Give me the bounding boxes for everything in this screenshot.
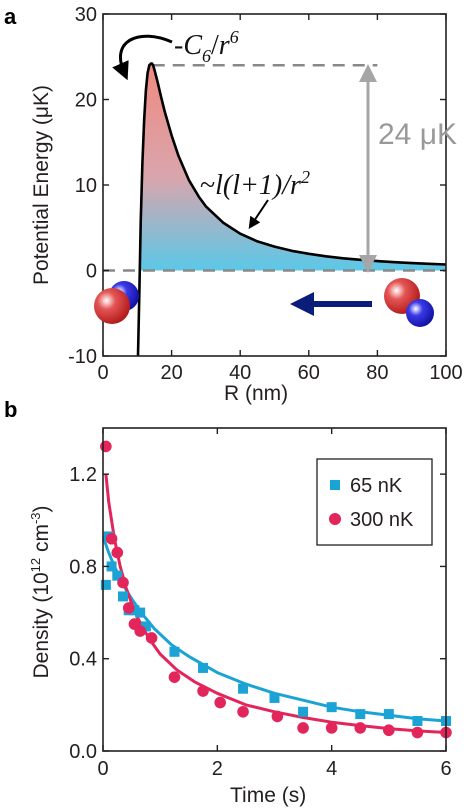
legend-label-65nk: 65 nK <box>350 475 403 497</box>
centrifugal-pointer-arrow <box>248 199 269 229</box>
data-point-300nk <box>354 722 367 734</box>
data-point-65nk <box>135 607 146 618</box>
dashed-reference-lines <box>103 64 446 272</box>
data-point-300nk <box>111 546 124 559</box>
panel-label-b: b <box>4 397 17 422</box>
y-tick-label-a: 30 <box>75 4 97 26</box>
y-tick-label-a: 10 <box>75 175 97 197</box>
data-point-300nk <box>105 532 118 545</box>
data-point-300nk <box>325 722 338 734</box>
data-point-65nk <box>106 561 117 572</box>
data-point-65nk <box>355 709 366 720</box>
y-tick-label-b: 0.8 <box>69 556 97 578</box>
y-axis-label-b: Density (1012 cm-3) <box>28 505 53 678</box>
data-point-300nk <box>100 440 112 453</box>
data-point-300nk <box>117 576 129 589</box>
data-point-300nk <box>197 685 209 697</box>
molecule-right <box>384 278 434 327</box>
axis-ticks-b: 0 2 4 6 0.0 0.4 0.8 1.2 <box>69 428 452 780</box>
y-tick-label-b: 0.0 <box>69 741 97 763</box>
x-tick-label-a: 60 <box>298 362 320 384</box>
data-point-300nk <box>383 724 395 737</box>
data-point-65nk <box>100 579 111 590</box>
legend-marker-65nk <box>330 480 340 490</box>
data-point-300nk <box>145 632 158 644</box>
x-tick-label-b: 4 <box>326 758 337 780</box>
data-point-300nk <box>134 625 146 637</box>
data-point-300nk <box>214 696 226 709</box>
y-tick-label-a: 20 <box>75 90 97 112</box>
data-point-65nk <box>326 702 337 713</box>
density-decay-plot: 0 2 4 6 0.0 0.4 0.8 1.2 <box>69 427 452 780</box>
data-point-65nk <box>112 570 123 581</box>
legend: 65 nK 300 nK <box>316 458 433 546</box>
data-points <box>100 440 452 739</box>
data-point-300nk <box>271 710 284 723</box>
data-point-300nk <box>237 705 249 718</box>
data-point-65nk <box>140 621 151 632</box>
x-tick-label-b: 6 <box>440 758 451 780</box>
x-tick-label-a: 80 <box>366 362 388 384</box>
x-tick-label-a: 100 <box>429 362 462 384</box>
x-axis-label-b: Time (s) <box>230 784 306 807</box>
x-tick-label-b: 2 <box>212 758 223 780</box>
barrier-height-label: 24 μK <box>378 118 457 151</box>
plot-frame-b <box>102 427 447 752</box>
y-tick-label-a: -10 <box>68 346 97 368</box>
x-tick-label-a: 40 <box>229 362 251 384</box>
data-point-65nk <box>383 709 394 720</box>
vdw-formula: -C6/r6 <box>174 27 239 66</box>
data-point-300nk <box>297 722 309 734</box>
barrier-fill <box>140 63 446 271</box>
legend-box <box>316 458 433 546</box>
barrier-shaded-area <box>140 63 446 271</box>
data-point-65nk <box>412 716 423 727</box>
y-tick-label-a: 0 <box>86 261 97 283</box>
data-point-300nk <box>168 671 181 683</box>
data-point-65nk <box>238 683 249 694</box>
data-point-65nk <box>298 706 309 717</box>
y-tick-label-b: 1.2 <box>69 464 97 486</box>
y-tick-label-b: 0.4 <box>69 649 97 671</box>
data-point-65nk <box>269 692 280 703</box>
x-axis-label-a: R (nm) <box>224 382 288 405</box>
blue-atom-right <box>406 299 434 327</box>
y-axis-label-a: Potential Energy (μK) <box>30 85 53 285</box>
potential-curve <box>136 62 446 356</box>
x-tick-label-b: 0 <box>97 758 108 780</box>
data-point-65nk <box>198 662 209 673</box>
data-point-65nk <box>129 605 140 616</box>
data-point-65nk <box>118 591 129 602</box>
legend-label-300nk: 300 nK <box>350 509 414 531</box>
legend-marker-300nk <box>329 513 341 525</box>
red-atom-left <box>94 288 130 324</box>
panel-label-a: a <box>4 4 17 29</box>
molecule-left <box>94 281 139 324</box>
potential-line <box>136 62 446 356</box>
centrifugal-formula: ~l(l+1)/r2 <box>200 167 310 201</box>
x-tick-label-a: 0 <box>97 362 108 384</box>
x-tick-label-a: 20 <box>160 362 182 384</box>
data-point-300nk <box>122 602 135 614</box>
data-point-65nk <box>169 646 180 657</box>
vdw-pointer-arrow <box>112 34 173 81</box>
data-point-300nk <box>411 726 424 739</box>
